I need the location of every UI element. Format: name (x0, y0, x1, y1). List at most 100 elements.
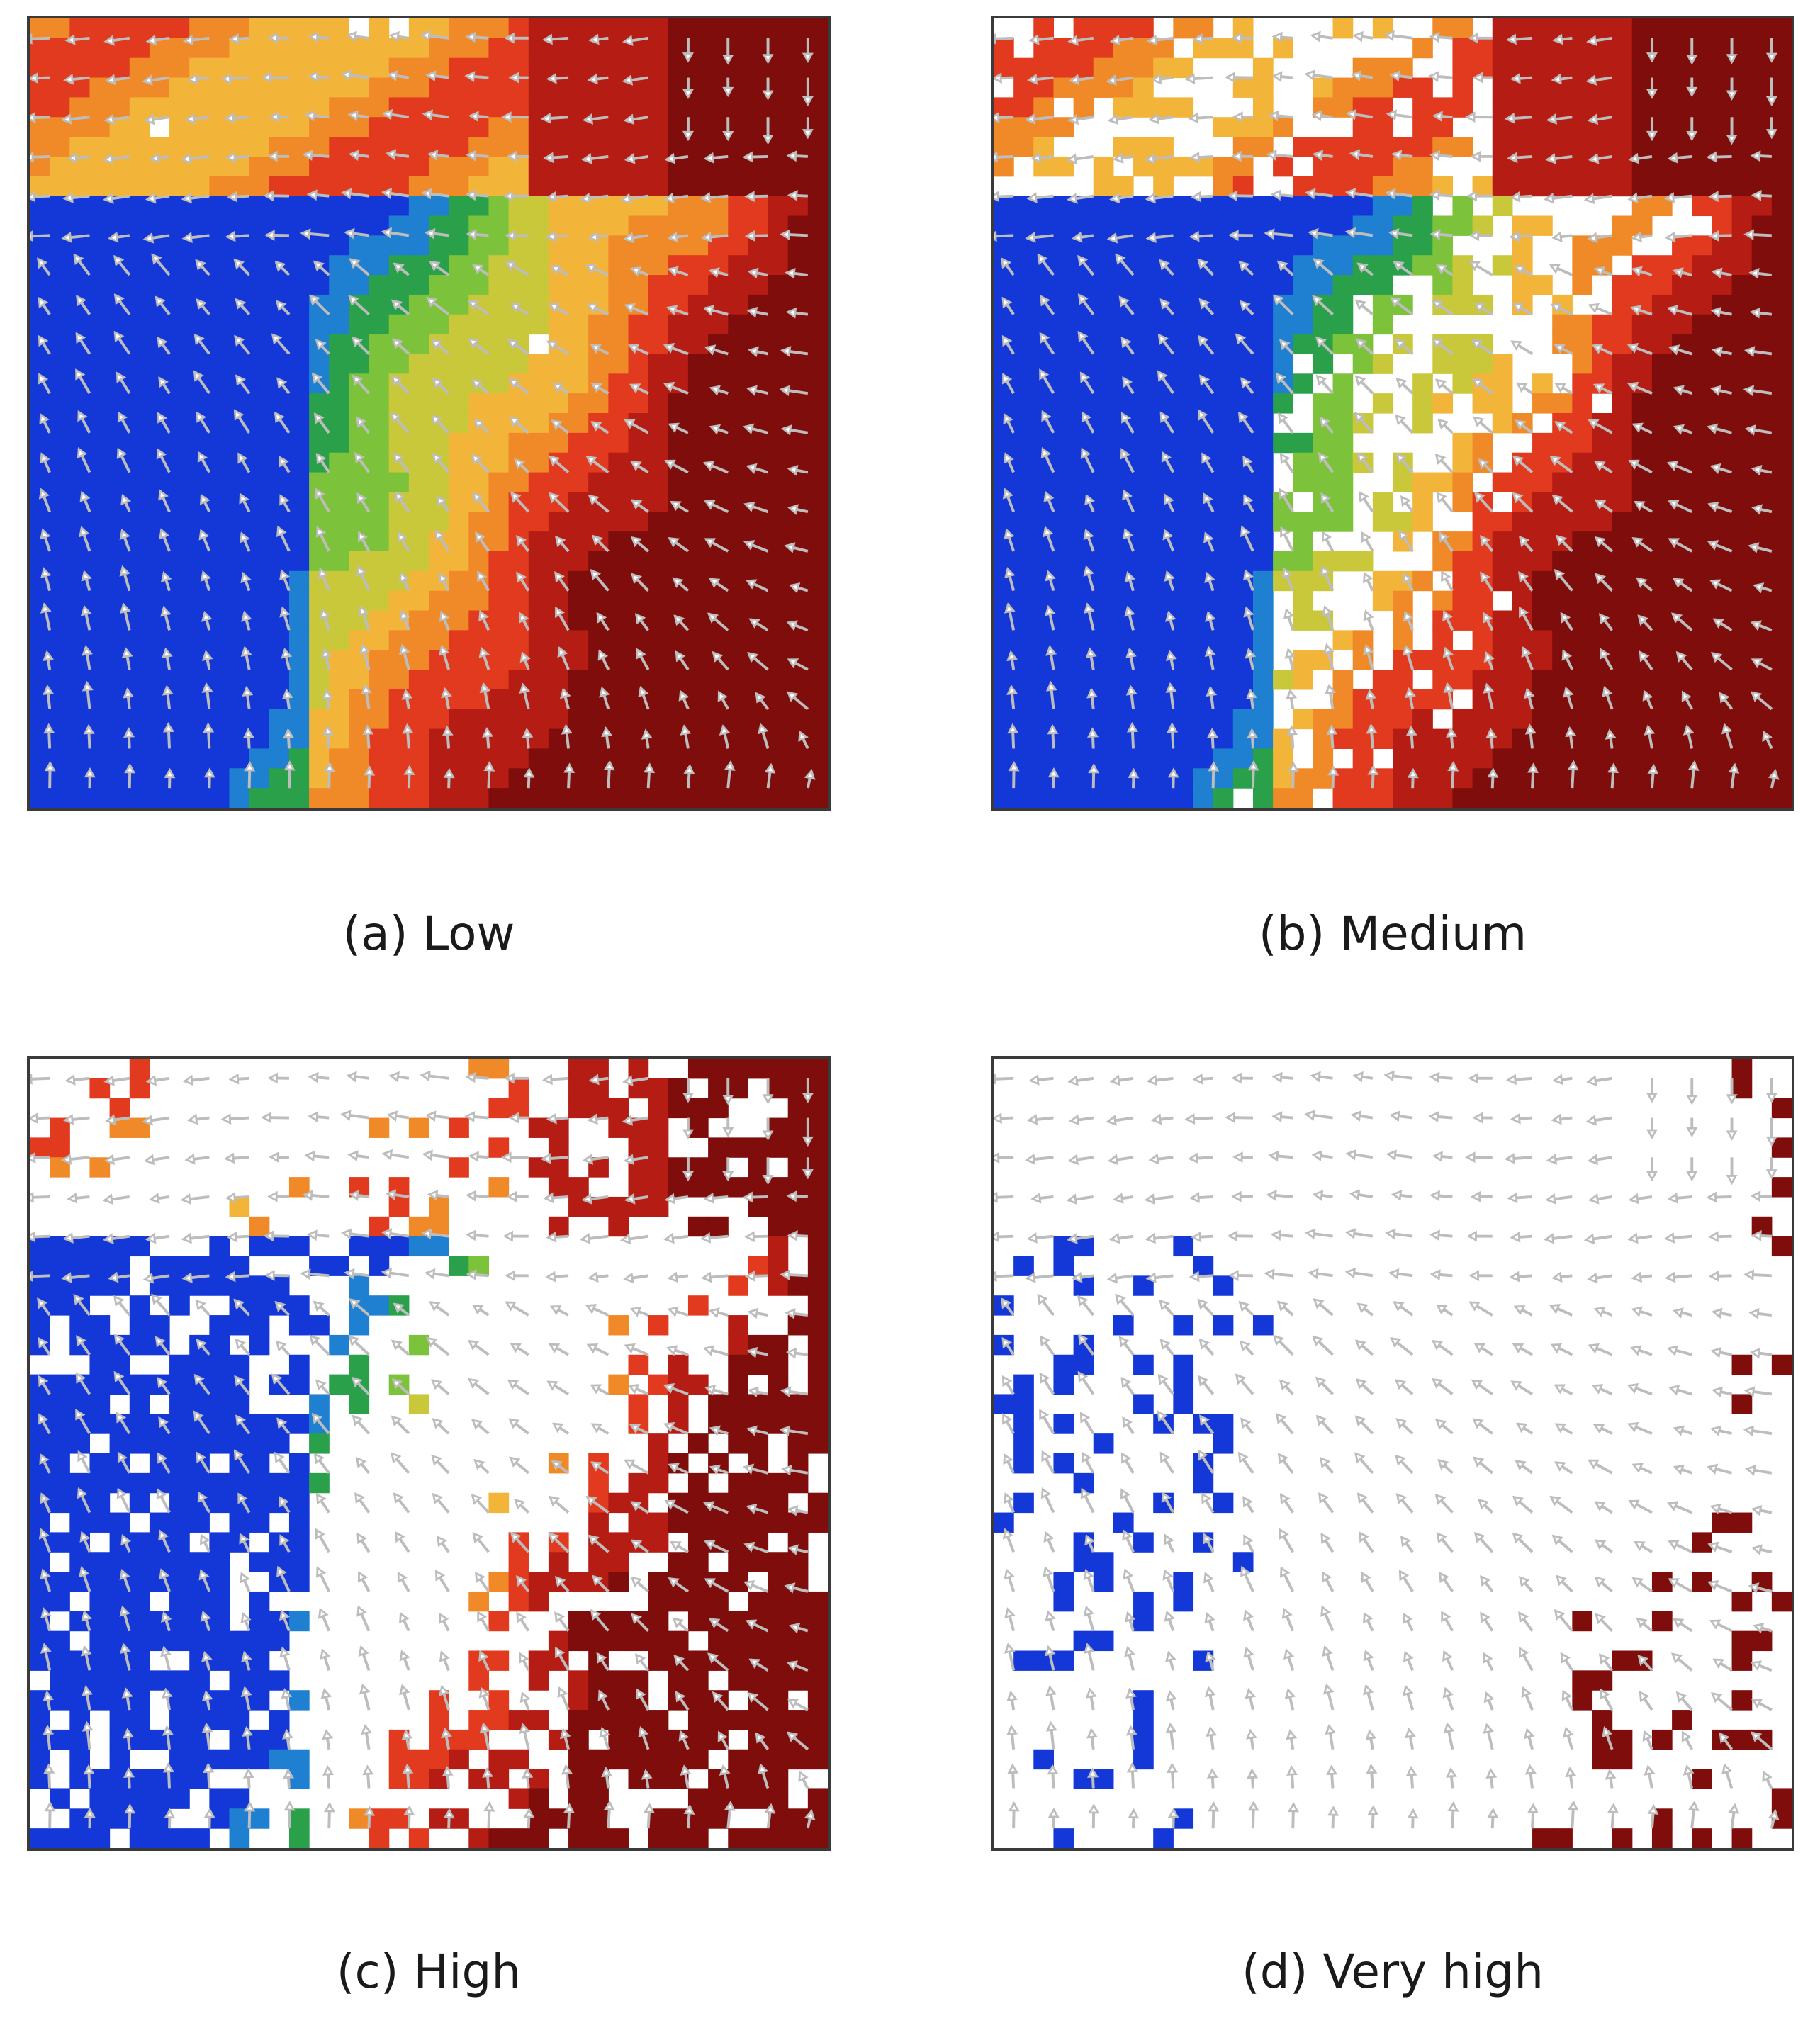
wind-arrow-head (784, 1582, 796, 1594)
wind-arrow-head (1762, 730, 1773, 743)
wind-arrow-head (1279, 526, 1291, 538)
wind-arrow-head (123, 687, 134, 699)
wind-arrow-head (80, 1645, 92, 1657)
wind-arrow-head (1243, 606, 1254, 618)
wind-arrow-head (1198, 1338, 1210, 1350)
wind-arrow-head (522, 1767, 534, 1779)
wind-arrow (30, 1076, 50, 1081)
wind-arrow-head (994, 151, 998, 163)
wind-arrow-head (121, 647, 133, 658)
wind-arrow-head (1549, 1495, 1561, 1506)
wind-arrow-head (1595, 1613, 1606, 1625)
wind-arrow-head (438, 644, 450, 656)
wind-arrow-head (1045, 680, 1057, 692)
wind-arrow-head (1113, 1193, 1124, 1204)
wind-arrow-head (1591, 1384, 1604, 1395)
wind-arrow-head (1483, 612, 1493, 624)
wind-arrow (994, 1195, 1014, 1199)
wind-arrow-head (43, 684, 55, 695)
wind-arrow-head (1432, 337, 1444, 349)
wind-arrow-head (1546, 113, 1558, 125)
wind-arrow-head (599, 686, 610, 698)
wind-arrow-head (311, 1412, 323, 1424)
wind-arrow-head (1507, 152, 1518, 164)
wind-arrow-head (1666, 1345, 1678, 1356)
wind-arrow-head (745, 1619, 758, 1630)
wind-arrow-head (468, 1378, 480, 1389)
wind-arrow-head (38, 1336, 49, 1349)
wind-arrow-head (162, 1762, 175, 1773)
wind-arrow-head (1437, 1458, 1449, 1470)
wind-arrow-head (1203, 492, 1213, 505)
wind-arrow-head (1400, 1535, 1411, 1548)
wind-arrow-head (802, 96, 814, 107)
wind-arrow-head (1286, 1765, 1298, 1776)
wind-arrow-head (1707, 1580, 1719, 1591)
wind-arrow-head (1687, 1800, 1700, 1811)
wind-arrow-head (349, 1298, 361, 1309)
wind-arrow-head (1523, 687, 1535, 699)
wind-arrow-head (590, 1609, 602, 1621)
wind-arrow-head (427, 150, 439, 161)
wind-arrow-head (1751, 504, 1763, 515)
wind-arrow-head (1308, 1268, 1319, 1280)
wind-arrow-head (320, 608, 331, 620)
wind-arrow-head (1470, 1190, 1481, 1202)
wind-arrow-head (224, 112, 235, 124)
wind-arrow-head (279, 494, 290, 506)
wind-arrow-head (195, 259, 206, 271)
wind-arrow-head (1084, 494, 1096, 506)
wind-arrow-head (1320, 492, 1331, 505)
wind-arrow-head (743, 540, 755, 551)
field-plot-very-high (994, 1059, 1792, 1848)
wind-arrow-head (590, 421, 602, 432)
wind-arrow-head (196, 1451, 207, 1463)
wind-arrow-head (1598, 1653, 1610, 1665)
wind-arrow-head (1203, 1533, 1213, 1545)
wind-arrow-head (1237, 411, 1249, 424)
wind-arrow-head (1386, 1149, 1397, 1161)
wind-arrow-head (465, 1071, 476, 1083)
wind-arrow-head (1067, 1233, 1078, 1244)
wind-arrow-head (1403, 610, 1414, 622)
wind-arrow-head (103, 1154, 115, 1166)
wind-arrow-head (240, 1572, 250, 1584)
wind-arrow-head (630, 1501, 642, 1511)
wind-arrow-head (1709, 1503, 1721, 1515)
wind-arrow-head (516, 571, 527, 583)
wind-arrow-head (1751, 1544, 1763, 1555)
wind-arrow-head (1686, 1095, 1698, 1105)
wind-arrow-head (1646, 130, 1658, 142)
wind-arrow-head (1389, 70, 1400, 82)
wind-arrow-head (391, 1339, 403, 1351)
wind-arrow-head (468, 1151, 479, 1163)
wind-arrow-head (1366, 723, 1378, 734)
wind-arrow-head (123, 727, 135, 738)
wind-arrow-head (631, 573, 642, 585)
wind-arrow-head (1748, 1582, 1760, 1594)
wind-arrow (30, 234, 50, 238)
wind-arrow-head (1159, 259, 1170, 271)
wind-arrow-head (1519, 1646, 1529, 1659)
wind-arrow-head (425, 70, 437, 82)
wind-arrow-head (1124, 1611, 1136, 1623)
wind-arrow-head (787, 190, 798, 201)
wind-arrow-head (1468, 230, 1480, 242)
wind-arrow-head (1468, 1072, 1478, 1084)
wind-arrow-head (510, 303, 522, 313)
wind-arrow-head (346, 30, 357, 43)
wind-arrow-head (1687, 760, 1700, 771)
wind-arrow-head (1403, 1650, 1414, 1662)
wind-arrow-head (1231, 32, 1242, 44)
wind-arrow-head (44, 760, 56, 772)
wind-arrow-head (1751, 1505, 1763, 1516)
wind-arrow-head (1555, 1574, 1567, 1587)
wind-arrow-head (1468, 1270, 1480, 1282)
wind-arrow-head (505, 1270, 516, 1282)
wind-arrow-head (160, 570, 172, 582)
wind-arrow-head (354, 451, 365, 464)
wind-arrow-head (60, 113, 72, 125)
wind-arrow-head (478, 1686, 490, 1699)
wind-arrow-head (597, 1689, 609, 1701)
wind-arrow-head (1712, 618, 1724, 629)
